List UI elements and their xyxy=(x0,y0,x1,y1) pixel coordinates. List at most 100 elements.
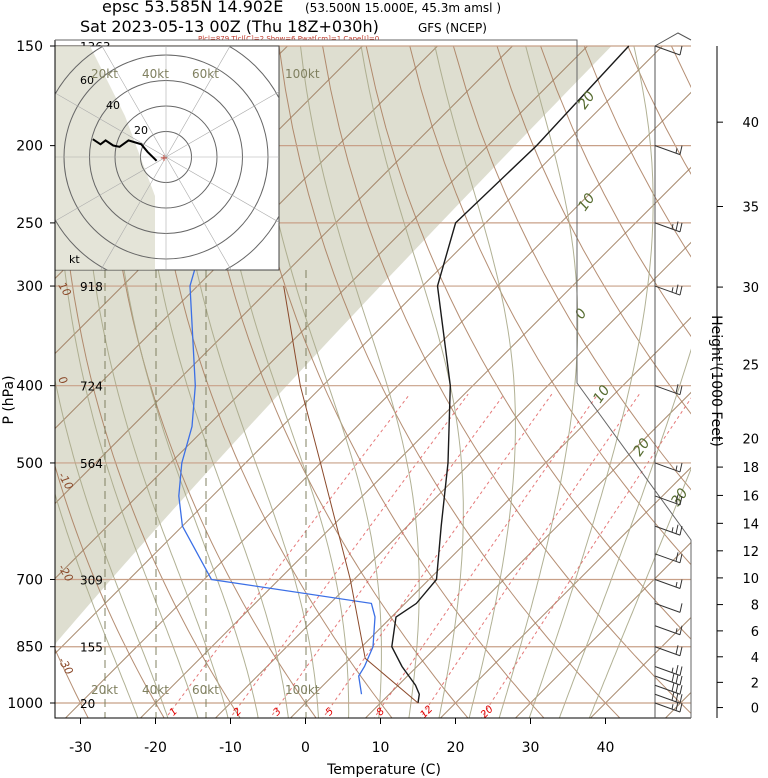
mixing-ratio-line xyxy=(269,393,505,718)
wind-barb xyxy=(654,462,683,473)
barb-flag-half xyxy=(675,148,678,154)
wind-barb xyxy=(654,579,683,589)
barb-flag-full xyxy=(679,285,683,296)
barb-flag-half xyxy=(675,581,678,588)
height-tick-label: 0 xyxy=(751,702,759,717)
wind-barb xyxy=(654,145,683,156)
x-tick-label: 30 xyxy=(522,740,540,756)
y-tick-label: 150 xyxy=(16,39,43,55)
axes-layer: -30 -20 -10 0 10 20 30 40 1000 850 700 500 400 300 250… xyxy=(7,39,692,756)
x-tick-label: 10 xyxy=(372,740,390,756)
geopotential-label: 724 xyxy=(80,380,103,394)
wind-barb xyxy=(654,701,683,713)
hodograph-spoke xyxy=(165,46,231,158)
geopotential-label: 20 xyxy=(80,697,95,711)
mixing-ratio-line xyxy=(373,393,599,718)
height-tick-label: 4 xyxy=(751,651,759,666)
isotherm-line xyxy=(139,166,691,718)
barb-flag-full xyxy=(671,673,675,683)
y-tick-label: 1000 xyxy=(7,696,43,712)
geopotential-label: 155 xyxy=(80,641,103,655)
kt-speed-label-bottom: 60kt xyxy=(192,683,219,697)
wind-barb xyxy=(654,602,683,613)
barb-flag-full xyxy=(671,691,675,701)
wind-barb xyxy=(654,645,683,657)
header-model: GFS (NCEP) xyxy=(418,21,487,35)
wind-barb-column xyxy=(654,32,692,718)
height-tick-label: 14 xyxy=(742,517,759,532)
mixing-ratio-line xyxy=(165,393,411,718)
x-tick-label: 40 xyxy=(597,740,615,756)
moist-adiabat-label: 10 xyxy=(575,190,598,214)
mixing-ratio-line xyxy=(419,393,640,718)
kt-speed-label-top: 20kt xyxy=(91,67,118,81)
kt-speed-label-top: 40kt xyxy=(142,67,169,81)
hodograph-spoke xyxy=(165,91,279,158)
temperature-profile xyxy=(391,45,630,704)
wind-barb xyxy=(654,284,683,296)
y-tick-label: 850 xyxy=(16,640,43,656)
moist-adiabat xyxy=(55,377,169,718)
kt-speed-label-bottom: 40kt xyxy=(142,683,169,697)
isotherm-line xyxy=(439,466,691,718)
dry-adiabat xyxy=(759,46,768,720)
y-tick-label: 500 xyxy=(16,456,43,472)
wind-barb xyxy=(654,665,683,676)
header-indices: Plcl=879 Tlcl[C]=2 Show=6 Pwat[cm]=1 Cap… xyxy=(198,35,379,43)
dry-adiabat-label: 10 xyxy=(55,280,73,299)
wind-barb xyxy=(654,682,683,695)
wind-barb xyxy=(654,673,683,686)
hodograph-spoke xyxy=(165,156,232,270)
height-tick-label: 8 xyxy=(751,599,759,614)
geopotential-label: 564 xyxy=(80,457,103,471)
parcel-profile xyxy=(283,285,419,704)
storm-motion-marker: + xyxy=(160,153,168,164)
barb-flag-full xyxy=(679,625,683,635)
isotherm-line xyxy=(55,45,438,430)
barb-flag-full xyxy=(675,494,679,504)
barb-flag-full xyxy=(675,674,679,684)
mixing-ratio-line xyxy=(322,393,553,718)
dry-adiabat xyxy=(55,647,89,718)
barb-flag-half xyxy=(671,224,674,230)
x-axis-title: Temperature (C) xyxy=(326,762,441,778)
barb-flag-full xyxy=(679,579,683,589)
barb-flag-full xyxy=(675,645,679,655)
barb-staff xyxy=(654,45,681,56)
barb-flag-full xyxy=(679,145,683,155)
x-tick-label: -20 xyxy=(144,740,167,756)
height-tick-label: 30 xyxy=(742,281,759,296)
wind-barb xyxy=(654,625,683,636)
hodograph-trace xyxy=(92,138,158,162)
barb-flag-half xyxy=(671,667,674,673)
barb-flag-full xyxy=(675,701,679,711)
y-tick-label: 700 xyxy=(16,572,43,588)
moist-adiabat-label: 20 xyxy=(630,435,653,459)
barb-flag-full xyxy=(675,524,679,534)
barb-flag-full xyxy=(675,284,679,294)
barb-flag-full xyxy=(679,222,683,233)
x-tick-label: -30 xyxy=(69,740,92,756)
hodograph-spoke xyxy=(55,156,167,222)
isotherm-line xyxy=(289,316,691,718)
barb-flag-full xyxy=(675,692,679,702)
height-tick-label: 25 xyxy=(742,358,759,373)
x-tick-label: 20 xyxy=(447,740,465,756)
isotherm-line xyxy=(364,391,691,718)
y-tick-label: 250 xyxy=(16,216,43,232)
barb-flag-full xyxy=(671,682,675,692)
plot-boundary xyxy=(55,39,692,718)
barb-flag-full xyxy=(679,694,683,704)
isotherm-line xyxy=(55,45,663,655)
barb-flag-full xyxy=(675,665,679,675)
barb-flag-full xyxy=(679,385,683,395)
barb-flag-full xyxy=(679,685,683,695)
barb-flag-full xyxy=(679,525,683,536)
moist-adiabat-label: 30 xyxy=(668,485,691,509)
geopotential-label: 309 xyxy=(80,573,103,587)
hodograph-spoke xyxy=(100,156,167,270)
barb-flag-full xyxy=(679,553,683,563)
moist-adiabat-label: 20 xyxy=(575,88,598,112)
wind-barb xyxy=(654,552,683,564)
